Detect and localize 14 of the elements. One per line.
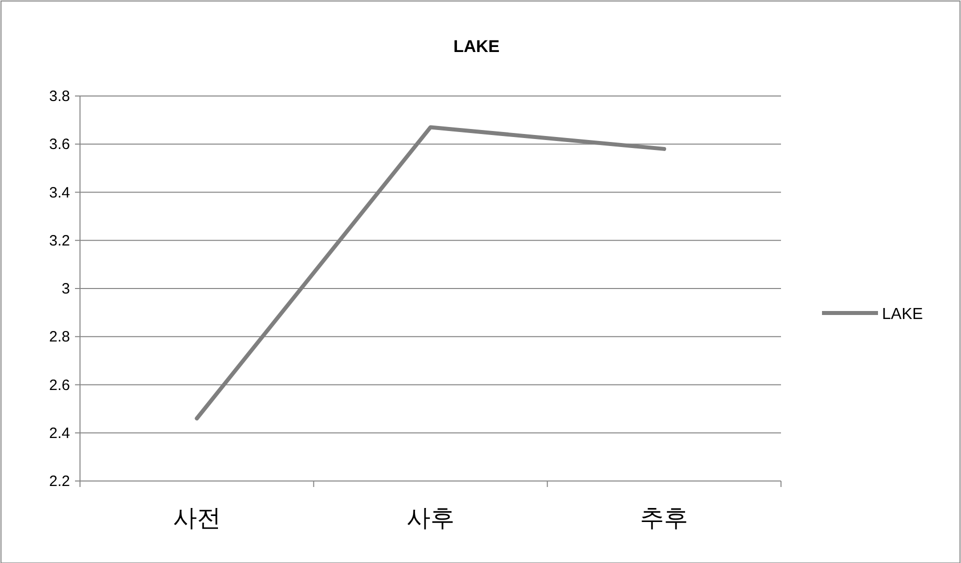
y-tick-label: 3.8 <box>49 88 70 105</box>
y-tick-label: 2.2 <box>49 473 70 490</box>
y-tick-label: 3.2 <box>49 232 70 250</box>
chart-title: LAKE <box>453 37 500 56</box>
y-tick-label: 2.4 <box>49 424 70 442</box>
x-tick-label: 사후 <box>406 505 454 532</box>
y-tick-label: 3.4 <box>49 184 70 202</box>
x-tick-label: 추후 <box>640 505 688 532</box>
y-tick-label: 2.6 <box>49 376 70 394</box>
y-tick-label: 2.8 <box>49 328 70 346</box>
y-tick-label: 3 <box>62 280 70 298</box>
y-tick-label: 3.6 <box>49 136 70 154</box>
legend-label: LAKE <box>882 306 923 323</box>
x-tick-label: 사전 <box>172 505 221 532</box>
